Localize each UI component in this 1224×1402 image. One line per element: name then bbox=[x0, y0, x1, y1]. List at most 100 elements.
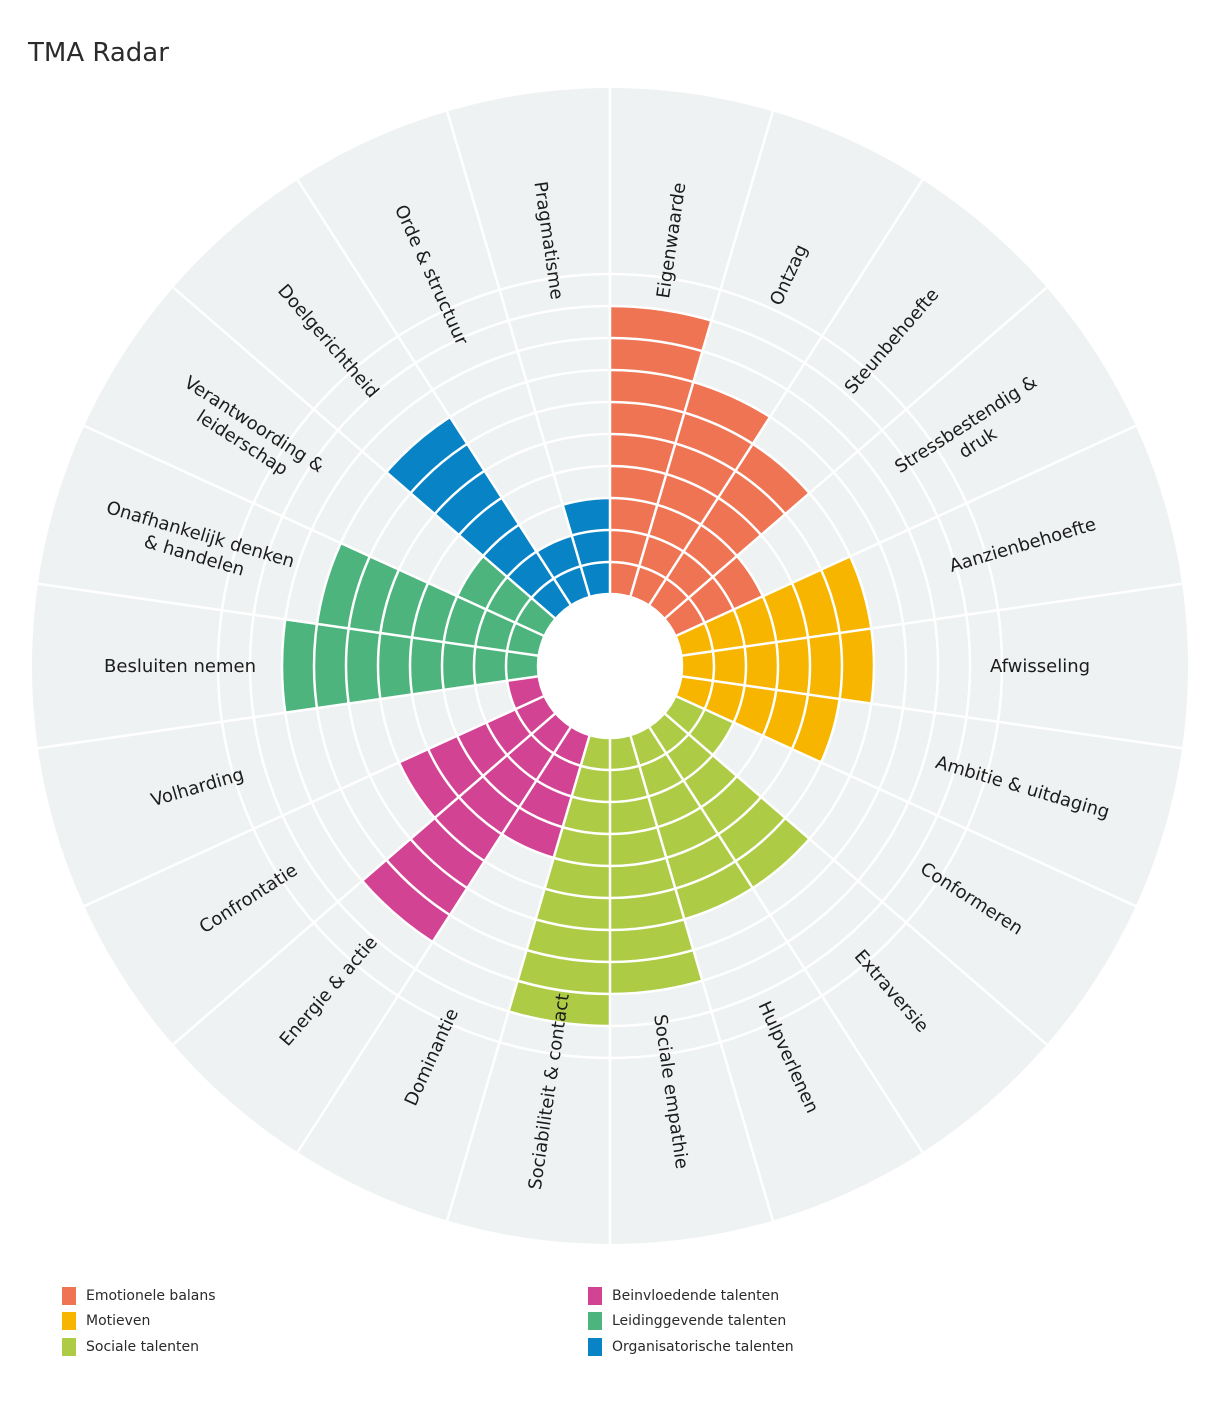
bar-pragmatisme bbox=[562, 498, 610, 597]
grid-spoke bbox=[663, 712, 1048, 1046]
grid-spoke bbox=[629, 111, 775, 598]
bar-segment bbox=[681, 651, 714, 681]
grid-spoke bbox=[83, 424, 546, 638]
bar-segment bbox=[657, 474, 719, 525]
bar-segment bbox=[473, 646, 508, 686]
bar-segment bbox=[712, 555, 763, 610]
bar-segment bbox=[346, 628, 381, 704]
bar-segment bbox=[571, 765, 610, 802]
bar-segment bbox=[507, 622, 545, 656]
bar-segment bbox=[683, 755, 737, 808]
bar-segment bbox=[386, 838, 468, 916]
bar-segment bbox=[506, 651, 539, 681]
bar-segment bbox=[410, 817, 485, 889]
bar-segment bbox=[553, 726, 590, 766]
bar-segment bbox=[718, 796, 786, 862]
bar-afwisseling bbox=[681, 628, 874, 704]
bar-segment bbox=[735, 817, 810, 889]
bar-segment bbox=[434, 796, 502, 862]
bar-segment bbox=[839, 628, 874, 704]
bar-dominantie bbox=[501, 726, 590, 858]
bar-segment bbox=[630, 726, 667, 766]
bar-segment bbox=[610, 827, 667, 866]
bar-segment bbox=[821, 556, 872, 633]
bar-segment bbox=[675, 676, 713, 710]
legend-label: Beinvloedende talenten bbox=[612, 1287, 780, 1304]
bar-segment bbox=[443, 596, 487, 647]
bar-segment bbox=[458, 776, 520, 835]
radar-center bbox=[539, 595, 681, 737]
bar-segment bbox=[610, 338, 703, 382]
grid-spoke bbox=[681, 582, 1183, 657]
bar-segment bbox=[348, 556, 399, 633]
grid-spoke bbox=[674, 424, 1137, 638]
bar-besluiten-nemen bbox=[282, 619, 539, 713]
legend-swatch bbox=[588, 1337, 602, 1356]
legend-item-organisatorische-talenten: Organisatorische talenten bbox=[588, 1334, 794, 1360]
tma-radar-chart: Eigenwaarde OntzagSteunbehoefteStressbest… bbox=[32, 88, 1188, 1244]
bar-segment bbox=[610, 306, 712, 352]
bar-segment bbox=[657, 807, 719, 858]
bar-segment bbox=[362, 859, 450, 942]
bar-segment bbox=[553, 827, 610, 866]
grid-spoke bbox=[172, 712, 557, 1046]
bar-energie-actie bbox=[362, 713, 572, 942]
bar-segment bbox=[610, 402, 685, 444]
bar-segment bbox=[398, 749, 459, 818]
bar-segment bbox=[517, 950, 610, 994]
legend: Emotionele balans Motieven Sociale talen… bbox=[0, 1283, 1224, 1363]
bar-segment bbox=[610, 530, 649, 567]
bar-doelgerichtheid bbox=[386, 416, 572, 619]
bar-segment bbox=[377, 632, 413, 700]
bar-segment bbox=[483, 755, 537, 808]
bar-segment bbox=[313, 623, 349, 709]
bar-segment bbox=[744, 642, 779, 690]
grid-spoke bbox=[445, 734, 591, 1221]
bar-segment bbox=[410, 443, 485, 515]
bar-segment bbox=[571, 530, 610, 567]
bar-segment bbox=[562, 498, 610, 536]
legend-label: Emotionele balans bbox=[86, 1287, 216, 1304]
category-label: Afwisseling bbox=[990, 656, 1090, 677]
bar-volharding bbox=[507, 676, 545, 710]
bar-segment bbox=[807, 632, 843, 700]
bar-segment bbox=[718, 470, 786, 536]
legend-item-motieven: Motieven bbox=[62, 1309, 216, 1335]
grid-spoke bbox=[674, 694, 1137, 908]
legend-swatch bbox=[588, 1286, 602, 1305]
bar-segment bbox=[704, 680, 745, 723]
legend-label: Motieven bbox=[86, 1313, 151, 1330]
legend-label: Leidinggevende talenten bbox=[612, 1313, 787, 1330]
bar-segment bbox=[675, 412, 753, 471]
bar-segment bbox=[535, 888, 610, 930]
bar-segment bbox=[610, 765, 649, 802]
legend-swatch bbox=[62, 1312, 76, 1331]
grid-spoke bbox=[629, 734, 775, 1221]
legend-column-right: Beinvloedende talenten Leidinggevende ta… bbox=[588, 1283, 794, 1360]
legend-item-beinvloedende-talenten: Beinvloedende talenten bbox=[588, 1283, 794, 1309]
bar-segment bbox=[712, 646, 747, 686]
grid-spoke bbox=[663, 286, 1048, 620]
bar-segment bbox=[610, 857, 676, 898]
bar-segment bbox=[735, 443, 810, 515]
bar-segment bbox=[675, 622, 713, 656]
grid-spoke bbox=[445, 111, 591, 598]
bar-sociabiliteit-contact bbox=[508, 735, 610, 1026]
bar-segment bbox=[704, 609, 745, 652]
legend-column-left: Emotionele balans Motieven Sociale talen… bbox=[62, 1283, 216, 1360]
bar-segment bbox=[457, 722, 508, 777]
category-label-line: Besluiten nemen bbox=[104, 656, 256, 677]
bar-segment bbox=[700, 776, 762, 835]
bar-segment bbox=[457, 555, 508, 610]
page-title: TMA Radar bbox=[28, 38, 169, 68]
grid-spoke bbox=[647, 725, 924, 1153]
bar-segment bbox=[562, 796, 610, 834]
grid-spoke bbox=[37, 582, 539, 657]
bar-segment bbox=[508, 980, 610, 1026]
bar-segment bbox=[282, 619, 318, 713]
legend-item-sociale-talenten: Sociale talenten bbox=[62, 1334, 216, 1360]
bar-segment bbox=[434, 470, 502, 536]
bar-segment bbox=[700, 497, 762, 556]
grid-spoke bbox=[172, 286, 557, 620]
bar-segment bbox=[630, 566, 667, 606]
